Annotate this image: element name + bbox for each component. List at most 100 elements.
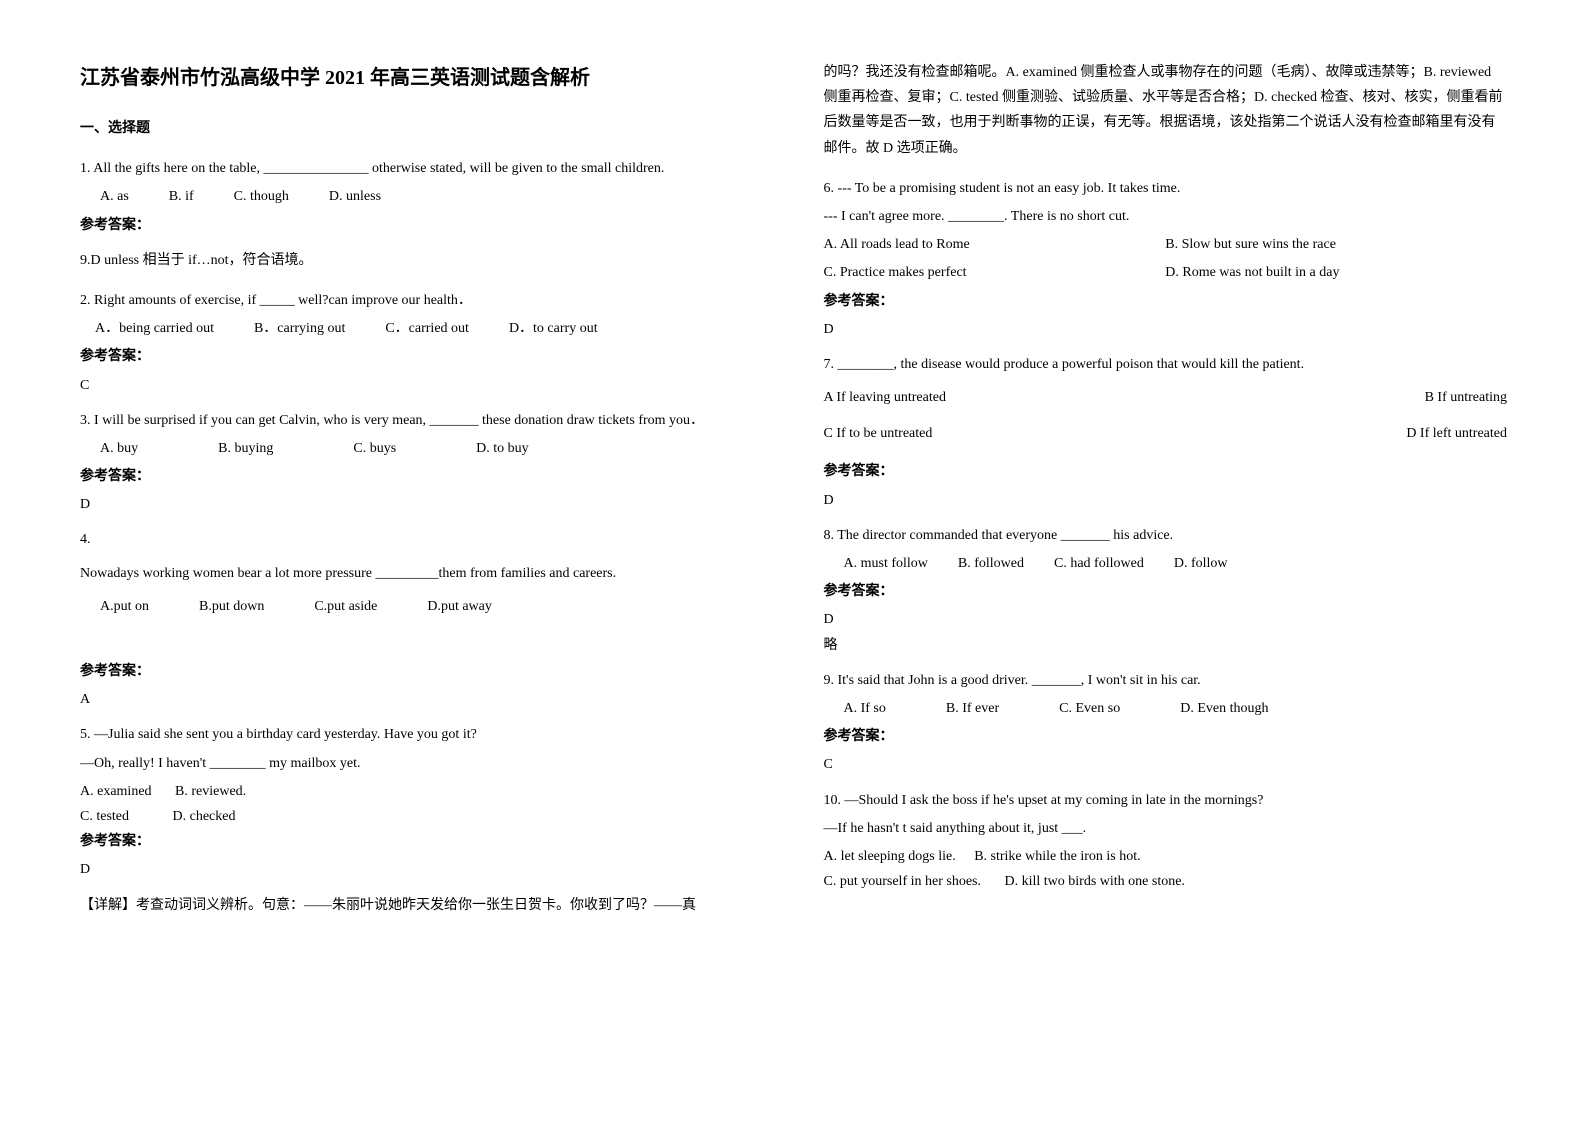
option-d: D. Rome was not built in a day — [1165, 260, 1507, 285]
option-a: A. All roads lead to Rome — [824, 232, 1166, 257]
option-c: C. Even so — [1059, 696, 1120, 721]
options-line2: C. put yourself in her shoes. D. kill tw… — [824, 869, 1508, 894]
option-a: A. let sleeping dogs lie. — [824, 849, 956, 864]
explanation: 【详解】考查动词词义辨析。句意：——朱丽叶说她昨天发给你一张生日贺卡。你收到了吗… — [80, 893, 764, 918]
option-a: A. examined — [80, 784, 152, 799]
question-text: 7. ________, the disease would produce a… — [824, 352, 1508, 377]
options-grid: A. All roads lead to Rome B. Slow but su… — [824, 232, 1508, 288]
question-text: 3. I will be surprised if you can get Ca… — [80, 408, 764, 433]
option-b: B If untreating — [1165, 385, 1507, 410]
answer-label: 参考答案： — [80, 344, 764, 369]
document-title: 江苏省泰州市竹泓高级中学 2021 年高三英语测试题含解析 — [80, 60, 764, 96]
options-row: A. as B. if C. though D. unless — [100, 184, 764, 209]
option-b: B. If ever — [946, 696, 999, 721]
answer-value: D — [824, 317, 1508, 342]
options-line2: C. tested D. checked — [80, 804, 764, 829]
question-9: 9. It's said that John is a good driver.… — [824, 668, 1508, 778]
option-d: D. unless — [329, 184, 381, 209]
option-b: B. buying — [218, 436, 273, 461]
option-a: A. must follow — [844, 551, 928, 576]
question-text: 10. —Should I ask the boss if he's upset… — [824, 788, 1508, 813]
option-a: A.put on — [100, 594, 149, 619]
option-b: B．carrying out — [254, 316, 345, 341]
options-line1: A. let sleeping dogs lie. B. strike whil… — [824, 844, 1508, 869]
option-d: D If left untreated — [1165, 421, 1507, 446]
answer-value: C — [80, 373, 764, 398]
answer-note: 略 — [824, 633, 1508, 658]
option-b: B. strike while the iron is hot. — [974, 849, 1140, 864]
option-c: C. put yourself in her shoes. — [824, 874, 981, 889]
question-4: 4. Nowadays working women bear a lot mor… — [80, 527, 764, 712]
answer-value: D — [80, 492, 764, 517]
options-row: A.put on B.put down C.put aside D.put aw… — [100, 594, 764, 619]
question-text2: --- I can't agree more. ________. There … — [824, 204, 1508, 229]
question-text: Nowadays working women bear a lot more p… — [80, 561, 764, 586]
option-d: D. kill two birds with one stone. — [1004, 874, 1184, 889]
option-a: A If leaving untreated — [824, 385, 1166, 410]
option-c: C. had followed — [1054, 551, 1144, 576]
question-num: 4. — [80, 527, 764, 552]
option-b: B. reviewed. — [175, 784, 246, 799]
answer-label: 参考答案： — [824, 459, 1508, 484]
options-line1: A. examined B. reviewed. — [80, 779, 764, 804]
question-8: 8. The director commanded that everyone … — [824, 523, 1508, 658]
answer-label: 参考答案： — [80, 829, 764, 854]
options-row: A. If so B. If ever C. Even so D. Even t… — [844, 696, 1508, 721]
answer-value: D — [824, 607, 1508, 632]
answer-value: D — [80, 857, 764, 882]
answer-value: C — [824, 752, 1508, 777]
option-a: A. as — [100, 184, 129, 209]
left-column: 江苏省泰州市竹泓高级中学 2021 年高三英语测试题含解析 一、选择题 1. A… — [80, 60, 764, 933]
option-c: C.put aside — [314, 594, 377, 619]
options-row: A．being carried out B．carrying out C．car… — [95, 316, 764, 341]
option-b: B. followed — [958, 551, 1024, 576]
option-c: C. buys — [353, 436, 396, 461]
answer-label: 参考答案： — [824, 724, 1508, 749]
question-text: 2. Right amounts of exercise, if _____ w… — [80, 288, 764, 313]
question-3: 3. I will be surprised if you can get Ca… — [80, 408, 764, 518]
option-b: B. if — [169, 184, 194, 209]
options-row: A. buy B. buying C. buys D. to buy — [100, 436, 764, 461]
question-6: 6. --- To be a promising student is not … — [824, 176, 1508, 342]
right-column: 的吗？我还没有检查邮箱呢。A. examined 侧重检查人或事物存在的问题（毛… — [824, 60, 1508, 933]
option-c: C. though — [234, 184, 289, 209]
option-d: D．to carry out — [509, 316, 598, 341]
question-text2: —If he hasn't t said anything about it, … — [824, 816, 1508, 841]
question-10: 10. —Should I ask the boss if he's upset… — [824, 788, 1508, 895]
question-2: 2. Right amounts of exercise, if _____ w… — [80, 288, 764, 398]
question-text: 8. The director commanded that everyone … — [824, 523, 1508, 548]
answer-value: A — [80, 687, 764, 712]
question-7: 7. ________, the disease would produce a… — [824, 352, 1508, 513]
question-text: 5. —Julia said she sent you a birthday c… — [80, 722, 764, 747]
answer-value: D — [824, 488, 1508, 513]
page-container: 江苏省泰州市竹泓高级中学 2021 年高三英语测试题含解析 一、选择题 1. A… — [80, 60, 1507, 933]
answer-label: 参考答案： — [80, 213, 764, 238]
answer-label: 参考答案： — [824, 579, 1508, 604]
option-b: B.put down — [199, 594, 264, 619]
question-5: 5. —Julia said she sent you a birthday c… — [80, 722, 764, 917]
question-1: 1. All the gifts here on the table, ____… — [80, 156, 764, 238]
option-d: D. checked — [173, 809, 236, 824]
question-text: 9. It's said that John is a good driver.… — [824, 668, 1508, 693]
question-text2: —Oh, really! I haven't ________ my mailb… — [80, 751, 764, 776]
option-c: C．carried out — [385, 316, 469, 341]
option-d: D. follow — [1174, 551, 1228, 576]
question-text: 6. --- To be a promising student is not … — [824, 176, 1508, 201]
question-text: 1. All the gifts here on the table, ____… — [80, 156, 764, 181]
answer-label: 参考答案： — [824, 289, 1508, 314]
option-c: C If to be untreated — [824, 421, 1166, 446]
answer-label: 参考答案： — [80, 659, 764, 684]
option-b: B. Slow but sure wins the race — [1165, 232, 1507, 257]
option-a: A．being carried out — [95, 316, 214, 341]
answer-label: 参考答案： — [80, 464, 764, 489]
options-grid: A If leaving untreated B If untreating C… — [824, 385, 1508, 449]
option-a: A. If so — [844, 696, 886, 721]
option-d: D. Even though — [1180, 696, 1268, 721]
option-d: D. to buy — [476, 436, 529, 461]
options-row: A. must follow B. followed C. had follow… — [844, 551, 1508, 576]
col2-continuation: 的吗？我还没有检查邮箱呢。A. examined 侧重检查人或事物存在的问题（毛… — [824, 60, 1508, 161]
option-c: C. Practice makes perfect — [824, 260, 1166, 285]
option-c: C. tested — [80, 809, 129, 824]
option-d: D.put away — [427, 594, 492, 619]
section-header: 一、选择题 — [80, 116, 764, 141]
